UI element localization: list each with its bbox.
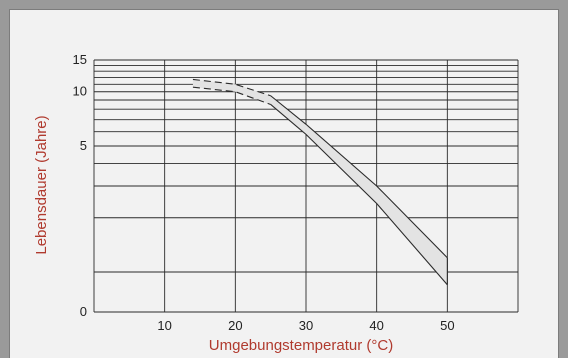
lifetime-band	[192, 78, 448, 286]
y-tick-label: 15	[73, 52, 87, 67]
y-tick-label: 5	[80, 138, 87, 153]
band-fill	[192, 79, 448, 285]
series-lower-dashed	[192, 86, 271, 105]
x-tick-label: 50	[440, 318, 454, 333]
tick-labels: 0 5 10 15 10 20 30 40 50	[73, 52, 455, 333]
y-tick-label: 10	[73, 84, 87, 99]
x-tick-label: 40	[369, 318, 383, 333]
series-upper-solid	[270, 95, 448, 259]
x-axis-title: Umgebungstemperatur (°C)	[209, 337, 393, 354]
y-axis-title: Lebensdauer (Jahre)	[33, 115, 50, 254]
series-lower-solid	[270, 104, 448, 286]
x-tick-label: 30	[299, 318, 313, 333]
x-tick-label: 20	[228, 318, 242, 333]
grid-lines	[93, 59, 519, 313]
chart-panel	[9, 9, 559, 358]
x-tick-label: 10	[157, 318, 171, 333]
y-tick-label: 0	[80, 304, 87, 319]
series-upper-dashed	[192, 78, 271, 97]
